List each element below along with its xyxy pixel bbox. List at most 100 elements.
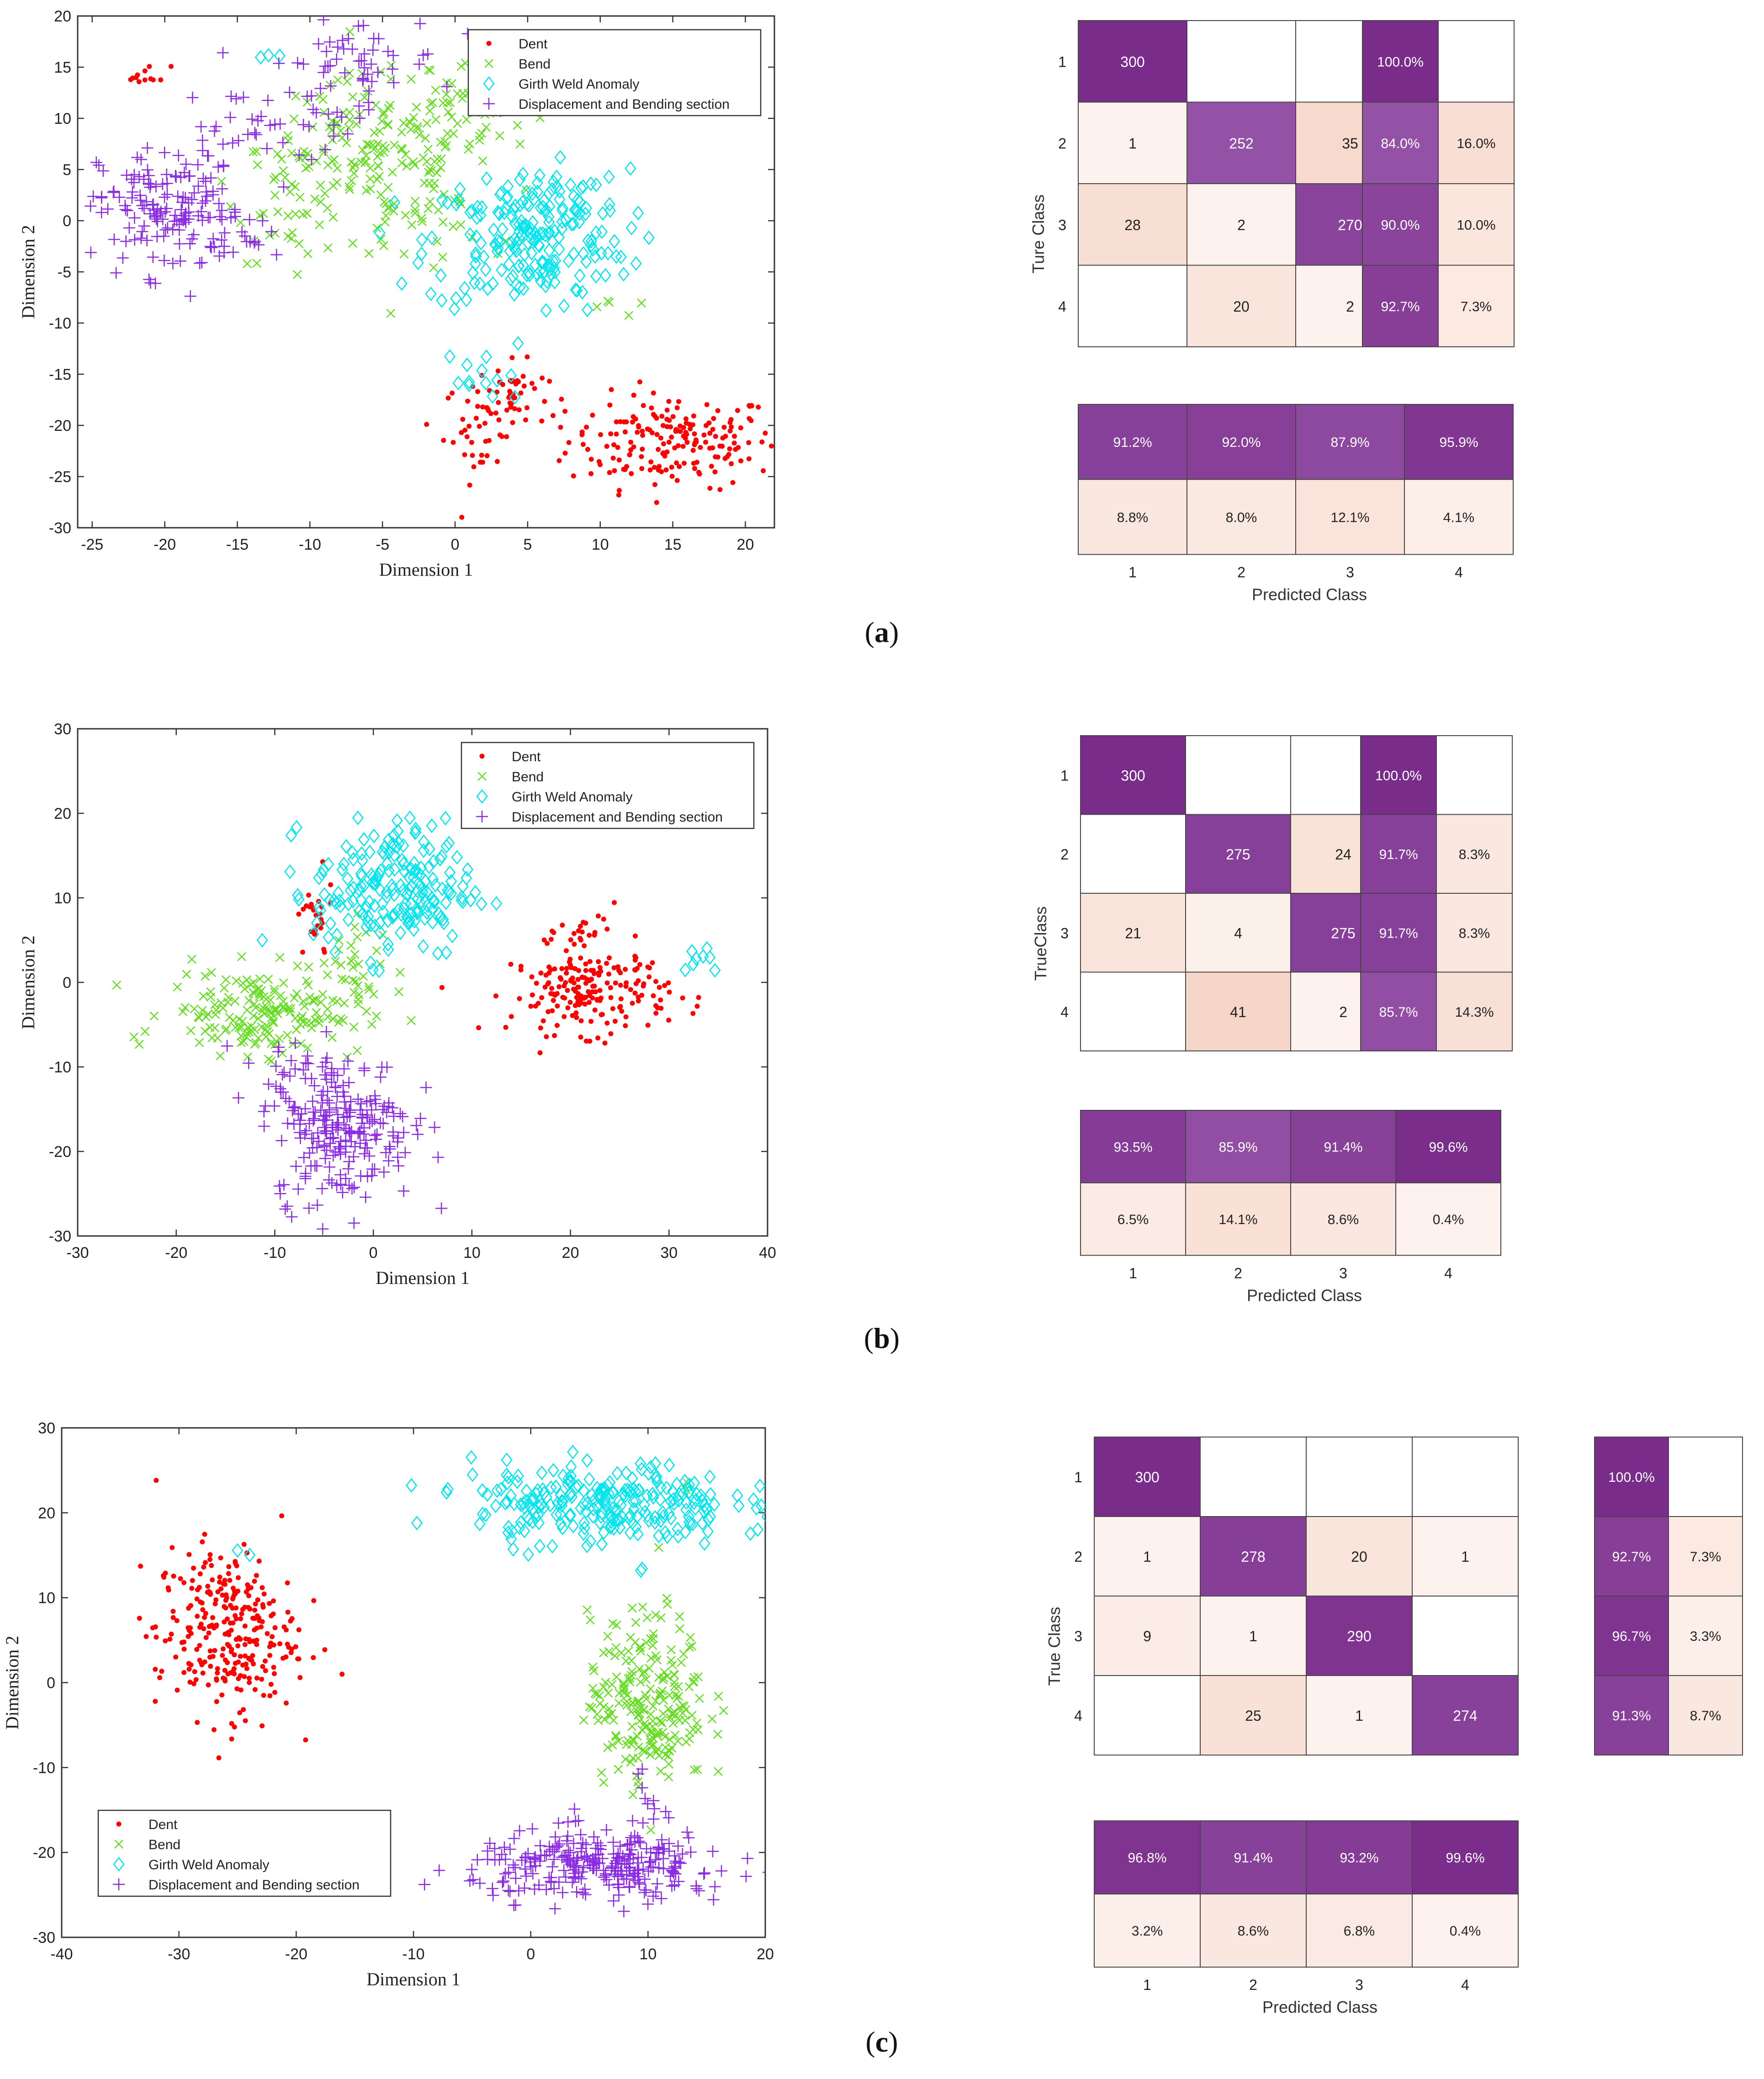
point-girth-weld [635,1456,646,1471]
point-displacement [216,183,228,195]
point-dent [220,1653,225,1658]
point-girth-weld [509,231,521,246]
point-displacement [693,1885,705,1897]
point-displacement [323,1106,335,1118]
point-displacement [323,1161,336,1173]
point-girth-weld [436,193,448,208]
point-bend [261,1024,270,1034]
x-tick-label: 20 [562,1244,579,1262]
col-summary-value: 14.1% [1218,1212,1257,1227]
point-displacement [575,1872,588,1885]
point-dent [623,1014,629,1020]
point-dent [483,439,488,444]
row-class-label: 2 [1074,1549,1082,1565]
point-girth-weld [657,1505,668,1520]
point-displacement [160,168,173,180]
point-displacement [600,1873,613,1886]
point-dent [582,943,587,949]
col-summary-cell [1295,479,1405,555]
legend-marker-x [477,772,487,781]
matrix-cell [1080,814,1186,894]
point-dent [547,378,552,384]
point-displacement [213,197,225,210]
point-girth-weld [323,892,336,907]
point-girth-weld [505,368,517,383]
point-bend [346,941,356,950]
point-girth-weld [506,209,518,224]
point-bend [199,992,208,1001]
point-dent [229,1721,234,1726]
point-girth-weld [577,246,589,261]
point-girth-weld [643,230,655,245]
point-bend [353,932,362,942]
matrix-cell [1187,20,1296,103]
point-bend [627,1667,636,1676]
point-bend [608,1619,617,1628]
point-girth-weld [409,864,421,880]
point-dent [232,1652,237,1658]
point-dent [571,980,577,986]
x-tick-label: -30 [168,1946,190,1963]
point-dent [564,966,569,971]
point-dent [729,461,734,467]
point-dent [240,1607,245,1612]
point-displacement [205,241,217,254]
point-girth-weld [448,302,461,317]
matrix-cell [1185,893,1291,973]
point-girth-weld [504,271,517,286]
point-displacement [553,1838,566,1850]
point-bend [648,1641,657,1650]
point-girth-weld [274,48,286,64]
point-displacement [173,224,185,236]
point-bend [216,1051,225,1061]
point-girth-weld [579,207,592,222]
point-bend [692,1718,701,1728]
point-girth-weld [313,870,325,886]
point-bend [425,197,435,206]
point-dent [322,1647,328,1652]
point-displacement [320,1025,333,1038]
point-girth-weld [495,1482,507,1497]
point-displacement [323,1174,335,1186]
point-girth-weld [421,885,433,900]
point-bend [415,130,424,139]
point-displacement [378,1100,391,1112]
matrix-cell [1094,1596,1201,1676]
point-dent [610,456,616,461]
point-dent [225,1642,230,1647]
point-bend [465,139,474,148]
point-bend [379,148,389,157]
point-displacement [121,169,133,181]
point-girth-weld [536,1465,548,1480]
point-displacement [261,143,273,155]
point-girth-weld [538,264,551,279]
point-dent [669,465,674,470]
point-dent [556,984,562,990]
point-bend [298,1017,307,1027]
point-displacement [363,85,375,97]
point-bend [679,1649,689,1659]
point-bend [366,184,375,194]
point-girth-weld [365,955,376,970]
point-girth-weld [575,180,587,196]
col-summary-value: 93.2% [1340,1851,1378,1866]
point-dent [692,431,697,437]
point-bend [646,1634,655,1644]
point-dent [674,460,679,466]
point-girth-weld [329,944,341,960]
point-girth-weld [517,219,529,234]
point-dent [197,1658,202,1663]
point-girth-weld [624,1484,636,1499]
point-girth-weld [555,1488,567,1503]
point-girth-weld [461,862,474,877]
point-dent [154,1634,159,1640]
point-girth-weld [699,1536,710,1551]
point-dent [212,1648,217,1653]
point-bend [627,1722,637,1731]
point-dent [222,1668,228,1673]
point-bend [337,974,347,984]
point-bend [622,1701,631,1710]
point-girth-weld [254,50,266,65]
point-displacement [624,1849,636,1861]
point-displacement [668,1879,681,1891]
